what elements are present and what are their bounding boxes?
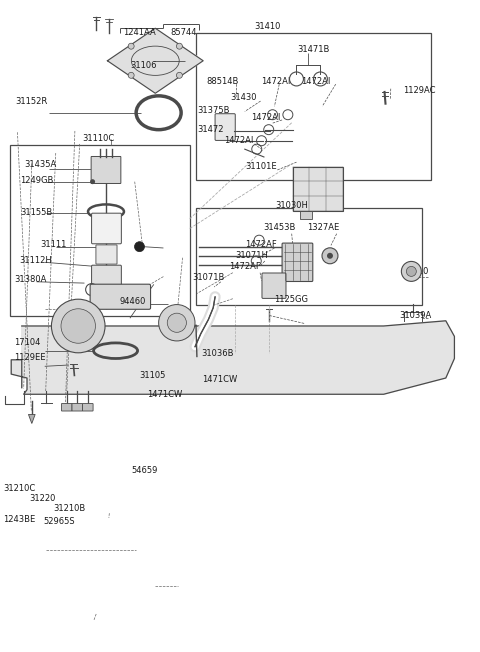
- Text: 1472AF: 1472AF: [229, 261, 261, 271]
- Text: 31101E: 31101E: [246, 162, 277, 171]
- Circle shape: [327, 253, 333, 259]
- FancyBboxPatch shape: [92, 213, 121, 244]
- Text: 31111: 31111: [40, 239, 66, 248]
- FancyBboxPatch shape: [282, 243, 313, 282]
- Circle shape: [177, 72, 182, 78]
- Text: 31071H: 31071H: [235, 251, 268, 260]
- Bar: [10, 145, 190, 316]
- Circle shape: [90, 179, 95, 184]
- Text: 31410: 31410: [254, 22, 281, 31]
- Polygon shape: [11, 321, 455, 394]
- Text: 31039A: 31039A: [399, 311, 431, 320]
- Text: 31471B: 31471B: [298, 44, 330, 53]
- Text: 54659: 54659: [132, 466, 158, 475]
- Text: 31030H: 31030H: [276, 201, 308, 209]
- Text: 85744: 85744: [170, 27, 197, 37]
- Text: 1471CW: 1471CW: [147, 390, 182, 399]
- Circle shape: [134, 242, 144, 252]
- Text: 31071B: 31071B: [192, 273, 225, 282]
- Bar: [196, 33, 432, 180]
- Circle shape: [128, 72, 134, 78]
- FancyBboxPatch shape: [72, 404, 83, 411]
- Text: 1472AI: 1472AI: [224, 136, 253, 145]
- FancyBboxPatch shape: [96, 245, 117, 264]
- Text: 94460: 94460: [120, 297, 146, 306]
- Text: 31472: 31472: [197, 125, 223, 134]
- Polygon shape: [28, 415, 35, 424]
- Circle shape: [61, 309, 96, 343]
- Text: 17104: 17104: [14, 338, 40, 348]
- Text: 31112H: 31112H: [19, 256, 52, 265]
- Bar: [300, 211, 312, 218]
- Text: 1471CW: 1471CW: [202, 375, 237, 384]
- Text: 31210B: 31210B: [53, 503, 85, 512]
- Text: 1472AI: 1472AI: [301, 77, 331, 86]
- FancyBboxPatch shape: [61, 404, 72, 411]
- Bar: [196, 208, 422, 305]
- Text: 31435A: 31435A: [24, 160, 57, 170]
- Text: 31220: 31220: [29, 494, 56, 503]
- Circle shape: [51, 299, 105, 353]
- Circle shape: [322, 248, 338, 264]
- FancyBboxPatch shape: [90, 284, 151, 309]
- Text: 31010: 31010: [403, 267, 429, 276]
- FancyBboxPatch shape: [92, 265, 121, 286]
- Circle shape: [407, 267, 416, 276]
- FancyBboxPatch shape: [262, 273, 286, 299]
- Text: 1472AI: 1472AI: [262, 77, 291, 86]
- Text: 1472AF: 1472AF: [245, 239, 276, 248]
- Text: 31106: 31106: [130, 61, 156, 70]
- Bar: [293, 167, 343, 211]
- Text: 1472AI: 1472AI: [252, 113, 281, 123]
- Text: 88514B: 88514B: [206, 77, 239, 86]
- Circle shape: [158, 304, 195, 341]
- Circle shape: [401, 261, 421, 282]
- Text: 31036B: 31036B: [202, 349, 234, 358]
- Circle shape: [167, 313, 186, 333]
- Text: 31375B: 31375B: [197, 106, 229, 115]
- Text: 1129AC: 1129AC: [403, 86, 435, 95]
- Text: 31105: 31105: [140, 371, 166, 380]
- Circle shape: [177, 43, 182, 49]
- FancyBboxPatch shape: [83, 404, 93, 411]
- Text: 1327AE: 1327AE: [307, 223, 339, 231]
- Text: 1249GB: 1249GB: [20, 176, 53, 185]
- Text: 52965S: 52965S: [44, 516, 75, 526]
- Text: 1125GG: 1125GG: [275, 295, 309, 304]
- FancyBboxPatch shape: [91, 156, 121, 183]
- Text: 31155B: 31155B: [21, 208, 53, 216]
- Text: 1241AA: 1241AA: [123, 27, 156, 37]
- FancyBboxPatch shape: [215, 113, 235, 140]
- Text: 31152R: 31152R: [15, 97, 48, 106]
- Text: 31380A: 31380A: [14, 275, 47, 284]
- Text: 31453B: 31453B: [263, 223, 295, 231]
- Text: 31110C: 31110C: [82, 134, 114, 143]
- Text: 1129EE: 1129EE: [14, 353, 46, 362]
- Text: 31210C: 31210C: [3, 484, 36, 493]
- Polygon shape: [108, 28, 203, 93]
- Text: 1243BE: 1243BE: [3, 515, 36, 524]
- Circle shape: [128, 43, 134, 49]
- Text: 31430: 31430: [230, 93, 257, 102]
